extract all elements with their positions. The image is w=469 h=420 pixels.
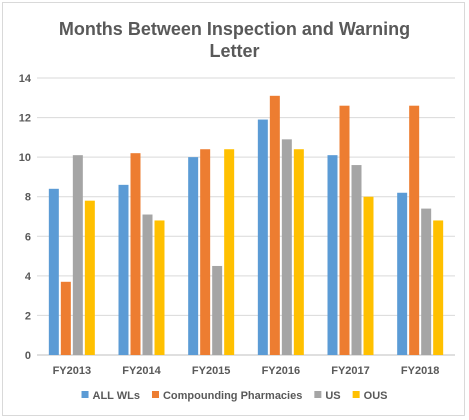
bar-all-wls-fy2018 [397,192,408,355]
bar-ous-fy2014 [154,220,165,355]
bar-us-fy2017 [351,165,362,355]
bar-all-wls-fy2013 [48,188,59,355]
legend-label: ALL WLs [93,390,140,402]
bar-us-fy2018 [421,208,432,355]
bar-all-wls-fy2017 [327,155,338,355]
legend-swatch [81,391,89,398]
legend-label: Compounding Pharmacies [163,390,302,402]
bar-compounding-pharmacies-fy2015 [200,149,211,355]
bar-us-fy2014 [142,214,153,355]
gridlines [37,77,455,356]
y-tick-label: 6 [25,231,31,243]
bar-us-fy2015 [212,265,223,355]
legend: ALL WLs Compounding Pharmacies US OUS [81,390,388,402]
legend-item: ALL WLs [81,390,140,402]
legend-swatch [352,391,360,398]
bar-us-fy2016 [281,139,292,355]
bar-compounding-pharmacies-fy2017 [339,105,350,355]
y-tick-label: 14 [19,73,32,85]
legend-item: Compounding Pharmacies [151,390,302,402]
bar-compounding-pharmacies-fy2016 [269,95,280,356]
bar-ous-fy2016 [293,149,304,355]
y-tick-label: 0 [25,350,31,362]
bar-compounding-pharmacies-fy2014 [130,153,141,355]
bar-all-wls-fy2016 [257,119,268,355]
x-axis-ticks: FY2013 FY2014 FY2015 FY2016 FY2017 FY2018 [53,365,440,377]
legend-item: US [314,390,341,402]
legend-label: US [325,390,340,402]
bar-compounding-pharmacies-fy2018 [409,105,420,355]
legend-swatch [314,391,322,398]
y-axis-ticks: 0 2 4 6 8 10 12 14 [19,73,32,362]
legend-item: OUS [352,390,388,402]
chart-title-line-2: Letter [209,41,259,61]
bar-all-wls-fy2014 [118,184,129,355]
bar-compounding-pharmacies-fy2013 [60,281,71,355]
bar-all-wls-fy2015 [188,157,199,355]
y-tick-label: 8 [25,192,31,204]
x-tick-label: FY2014 [122,365,161,377]
bar-chart: Months Between Inspection and Warning Le… [19,19,455,402]
chart-frame: Months Between Inspection and Warning Le… [2,2,465,416]
y-tick-label: 4 [25,271,32,283]
bar-us-fy2013 [72,155,83,355]
x-tick-label: FY2015 [192,365,231,377]
x-tick-label: FY2017 [331,365,370,377]
y-tick-label: 12 [19,113,31,125]
x-tick-label: FY2016 [262,365,301,377]
chart-title-line-1: Months Between Inspection and Warning [59,19,410,39]
y-tick-label: 2 [25,310,31,322]
x-tick-label: FY2018 [401,365,440,377]
bar-ous-fy2015 [224,149,235,355]
legend-swatch [151,391,159,398]
bar-ous-fy2013 [84,200,95,355]
x-tick-label: FY2013 [53,365,92,377]
legend-label: OUS [364,390,388,402]
bar-ous-fy2017 [363,196,374,355]
y-tick-label: 10 [19,152,31,164]
bar-ous-fy2018 [433,220,444,355]
bars [48,95,444,356]
